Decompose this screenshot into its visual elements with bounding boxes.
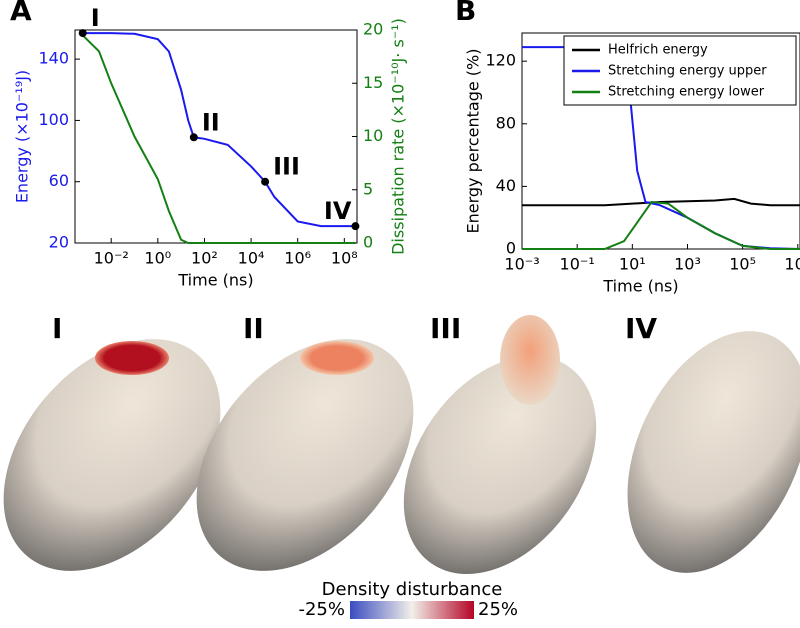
panel-label: A — [10, 0, 32, 27]
shape-label: I — [52, 312, 62, 345]
y2-tick-label: 0 — [363, 233, 373, 252]
legend-label: Stretching energy upper — [608, 64, 767, 79]
state-point — [261, 177, 270, 186]
vesicle — [3, 339, 221, 571]
x-tick-label: 10⁷ — [784, 255, 800, 274]
state-label: IV — [324, 197, 352, 225]
state-label: I — [91, 4, 100, 32]
y2-axis-label: Dissipation rate (×10⁻¹⁰J· s⁻¹) — [389, 18, 408, 255]
shape-label: III — [430, 312, 461, 345]
vesicle — [403, 356, 597, 574]
shape-label: IV — [625, 312, 657, 345]
legend-label: Stretching energy lower — [608, 85, 765, 100]
x-tick-label: 10⁸ — [331, 249, 358, 268]
y-tick-label: 60 — [49, 171, 69, 190]
y-axis-label: Energy (×10⁻¹⁹J) — [13, 70, 32, 203]
plot-frame — [74, 29, 358, 244]
x-axis-label: Time (ns) — [602, 277, 678, 296]
x-tick-label: 10⁻¹ — [560, 255, 595, 274]
x-tick-label: 10¹ — [619, 255, 646, 274]
x-tick-label: 10² — [191, 249, 218, 268]
state-point — [351, 222, 360, 231]
colorbar-max: 25% — [478, 599, 518, 620]
y-tick-label: 120 — [485, 51, 516, 70]
series-line — [81, 34, 356, 244]
legend-label: Helfrich energy — [608, 43, 708, 58]
x-axis-label: Time (ns) — [177, 271, 253, 290]
y-axis-label: Energy percentage (%) — [464, 49, 483, 234]
series-line — [522, 197, 800, 207]
x-tick-label: 10⁰ — [144, 249, 171, 268]
x-tick-label: 10³ — [674, 255, 701, 274]
y2-tick-label: 10 — [363, 126, 383, 145]
x-tick-label: 10⁻² — [94, 249, 129, 268]
y-tick-label: 80 — [496, 113, 516, 132]
plot-frame — [521, 32, 800, 250]
shape-label: II — [243, 312, 264, 345]
density-cap — [95, 341, 169, 375]
state-point — [78, 29, 87, 38]
colorbar — [350, 601, 474, 619]
state-point — [189, 133, 198, 142]
y-tick-label: 40 — [496, 176, 516, 195]
y2-tick-label: 5 — [363, 179, 373, 198]
y-tick-label: 100 — [38, 110, 69, 129]
density-cap — [300, 341, 374, 375]
x-tick-label: 10⁻³ — [504, 255, 539, 274]
state-label: III — [273, 153, 300, 181]
y2-tick-label: 20 — [363, 20, 383, 39]
y-tick-label: 0 — [506, 239, 516, 258]
vesicle-shapes — [3, 315, 800, 574]
bud — [500, 315, 560, 405]
y2-tick-label: 15 — [363, 73, 383, 92]
x-tick-label: 10⁵ — [729, 255, 756, 274]
state-label: II — [202, 108, 220, 136]
panel-label: B — [455, 0, 476, 27]
x-tick-label: 10⁴ — [238, 249, 265, 268]
series-line — [522, 200, 800, 250]
vesicle — [627, 331, 800, 573]
vesicle — [196, 339, 414, 571]
y-tick-label: 20 — [49, 233, 69, 252]
y-tick-label: 140 — [38, 49, 69, 68]
colorbar-min: -25% — [298, 599, 345, 620]
colorbar-title: Density disturbance — [322, 579, 503, 600]
legend — [563, 35, 797, 106]
x-tick-label: 10⁶ — [284, 249, 311, 268]
series-line — [82, 32, 356, 228]
